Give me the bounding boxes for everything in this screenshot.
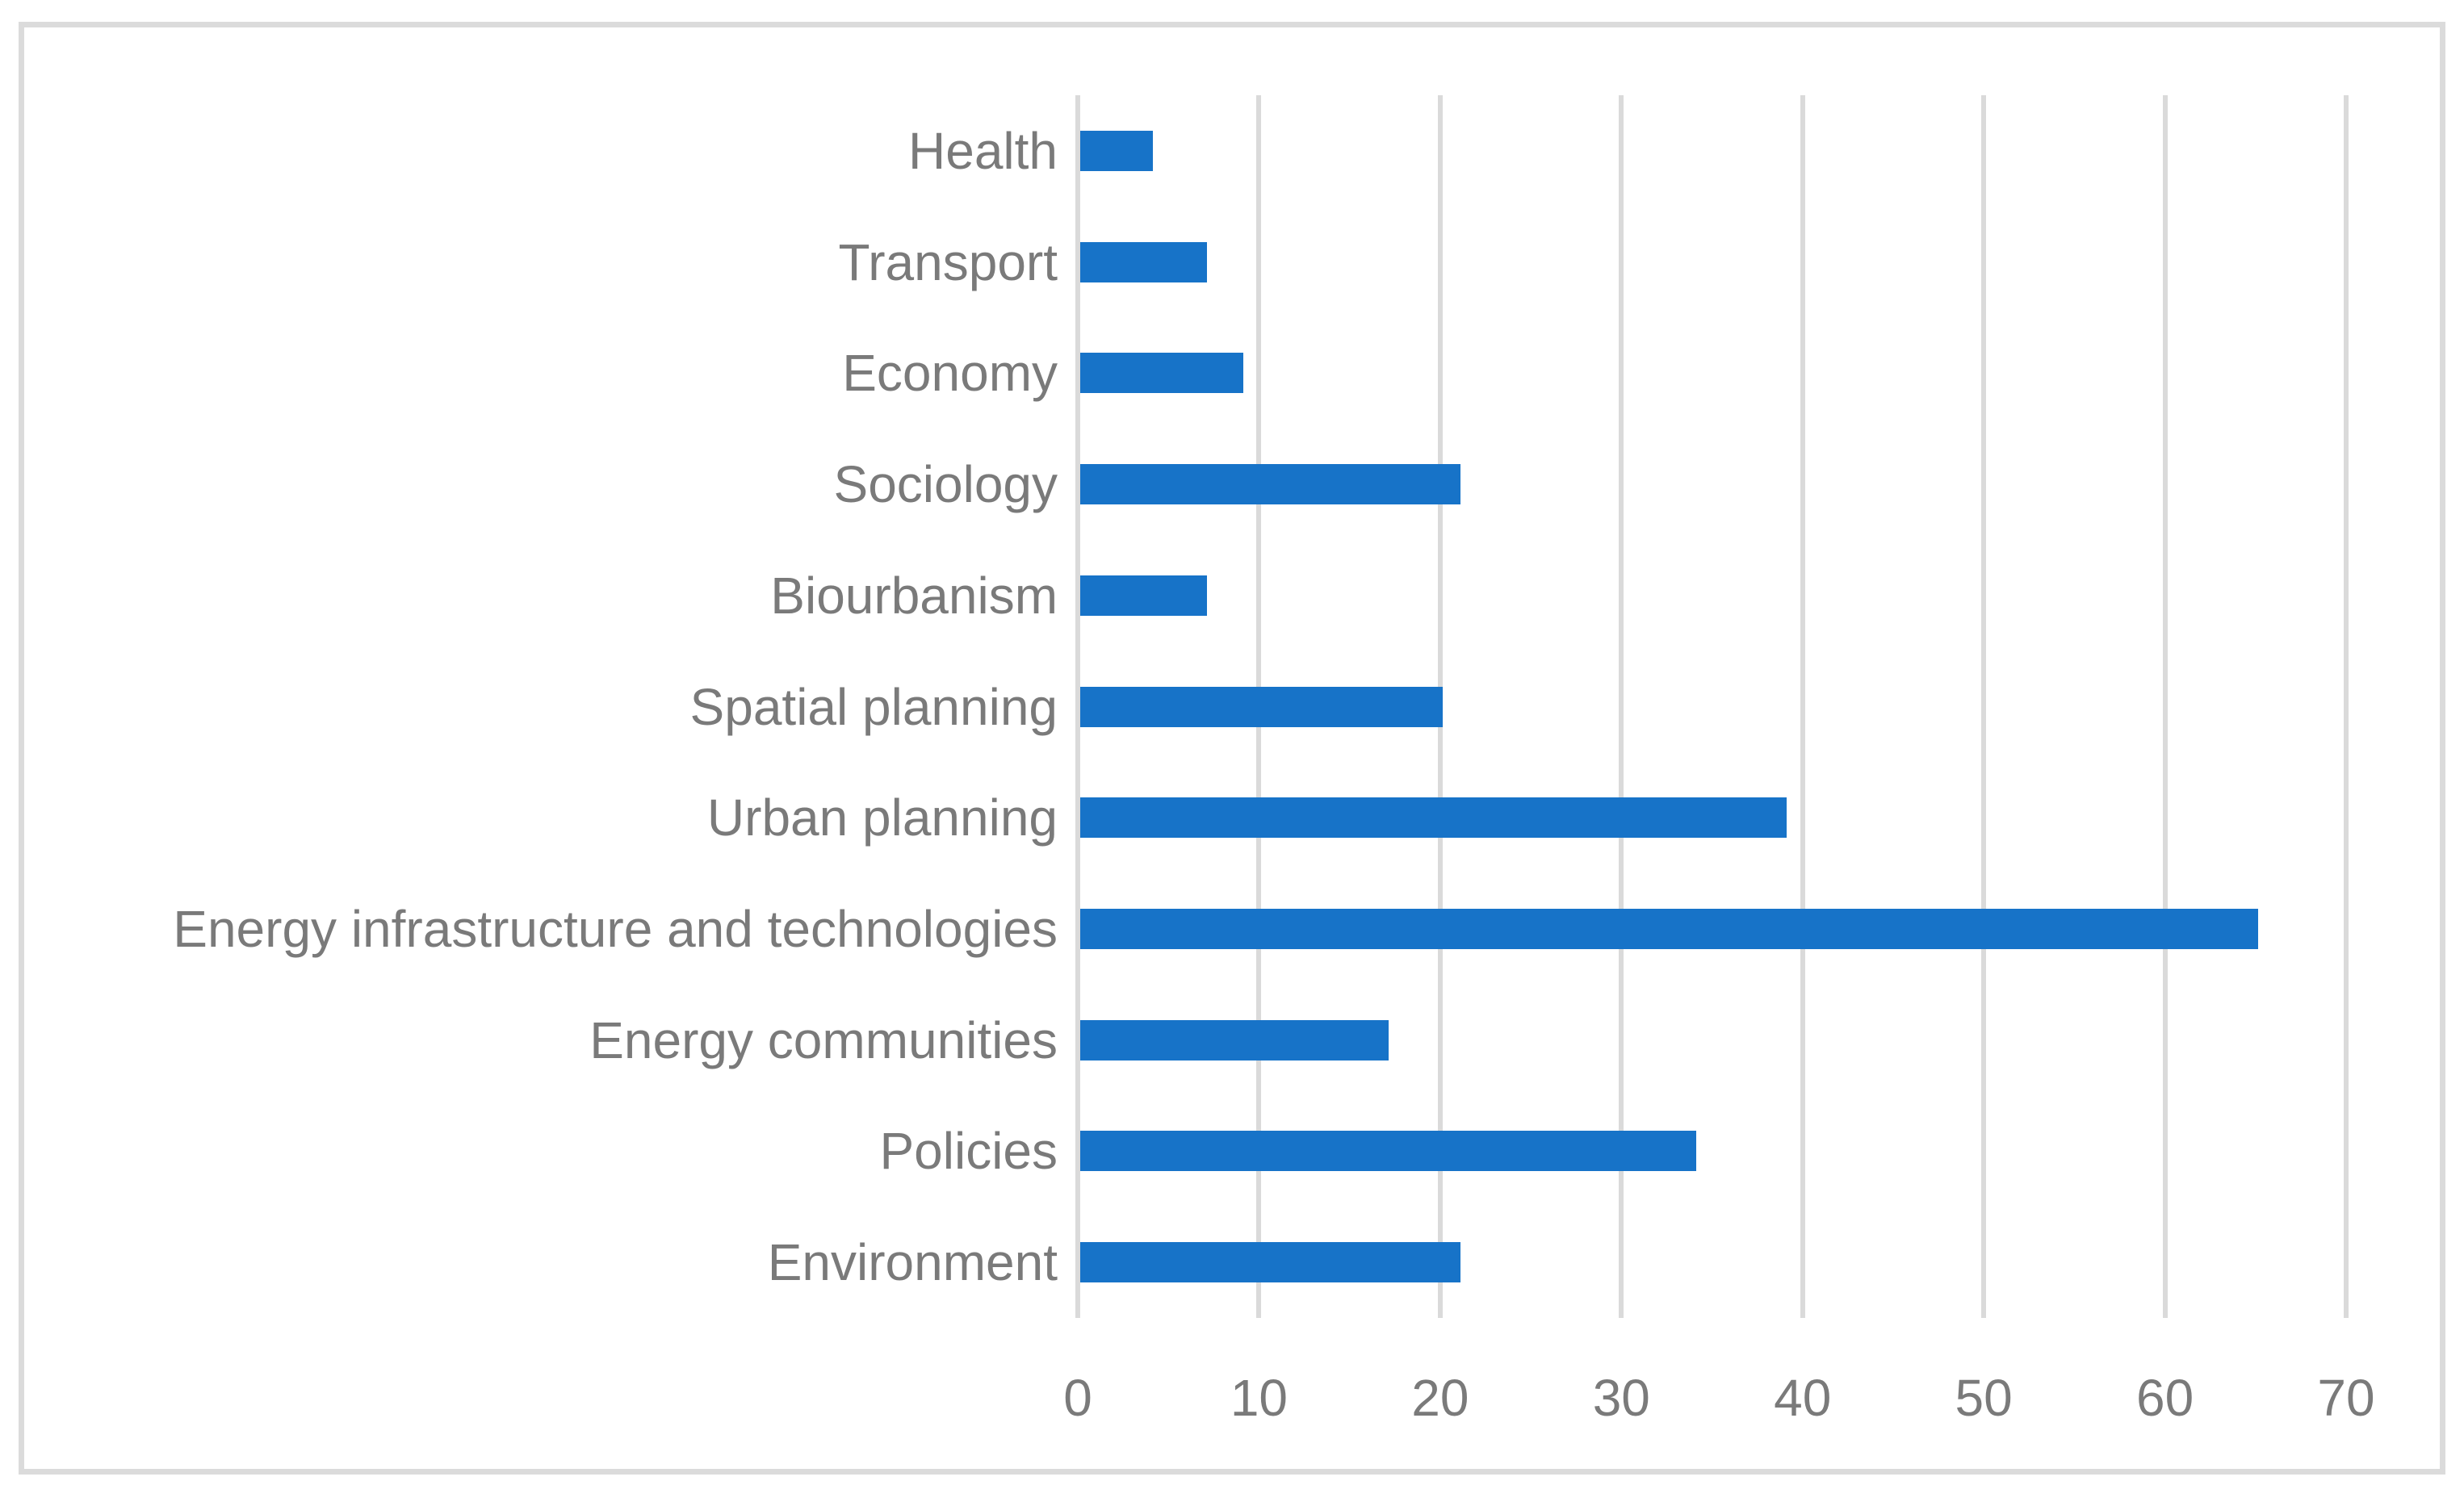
gridline-70 <box>2344 95 2349 1318</box>
bar-row <box>1078 429 2346 540</box>
x-tick-label: 10 <box>1230 1369 1289 1427</box>
bar-transport <box>1080 241 1208 282</box>
bar-environment <box>1080 1242 1461 1283</box>
category-row: Energy infrastructure and technologies <box>32 873 1058 985</box>
bar-row <box>1078 207 2346 318</box>
bar-row <box>1078 1096 2346 1207</box>
bar-row <box>1078 540 2346 651</box>
bar-energy-infrastructure-and-technologies <box>1080 909 2258 949</box>
category-row: Environment <box>32 1207 1058 1318</box>
gridline-60 <box>2162 95 2168 1318</box>
bar-row <box>1078 317 2346 429</box>
category-label: Spatial planning <box>689 677 1058 736</box>
bar-urban-planning <box>1080 797 1787 839</box>
x-tick-label: 0 <box>1063 1369 1092 1427</box>
bar-row <box>1078 873 2346 985</box>
category-label: Economy <box>842 344 1058 403</box>
category-label: Sociology <box>833 455 1058 514</box>
bars-container <box>1078 95 2346 1318</box>
category-label: Policies <box>879 1122 1058 1181</box>
category-row: Biourbanism <box>32 540 1058 651</box>
gridline-0 <box>1075 95 1080 1318</box>
category-label: Urban planning <box>706 789 1058 847</box>
category-row: Sociology <box>32 429 1058 540</box>
category-row: Spatial planning <box>32 651 1058 763</box>
bar-sociology <box>1080 464 1461 505</box>
bar-economy <box>1080 353 1243 394</box>
chart-frame <box>19 22 2445 1475</box>
category-label: Energy infrastructure and technologies <box>173 900 1058 958</box>
value-axis: 0 10 20 30 40 50 60 70 <box>1063 1369 2374 1445</box>
x-tick-label: 20 <box>1411 1369 1469 1427</box>
gridline-40 <box>1800 95 1805 1318</box>
bar-spatial-planning <box>1080 686 1443 727</box>
category-row: Health <box>32 95 1058 207</box>
x-tick-label: 70 <box>2317 1369 2375 1427</box>
category-row: Policies <box>32 1096 1058 1207</box>
category-label: Biourbanism <box>770 566 1058 625</box>
category-label: Environment <box>767 1233 1058 1292</box>
bar-energy-communities <box>1080 1019 1389 1060</box>
bar-policies <box>1080 1131 1697 1172</box>
bar-row <box>1078 1207 2346 1318</box>
x-tick-label: 40 <box>1774 1369 1832 1427</box>
x-tick-label: 60 <box>2135 1369 2194 1427</box>
category-row: Economy <box>32 317 1058 429</box>
category-label: Transport <box>838 232 1058 291</box>
x-tick-label: 30 <box>1592 1369 1650 1427</box>
category-label: Health <box>908 121 1058 180</box>
bar-row <box>1078 95 2346 207</box>
bar-row <box>1078 651 2346 763</box>
x-tick-label: 50 <box>1955 1369 2013 1427</box>
gridline-50 <box>1981 95 1987 1318</box>
category-axis: Health Transport Economy Sociology Biourbani… <box>32 95 1058 1318</box>
bar-row <box>1078 985 2346 1096</box>
category-label: Energy communities <box>589 1010 1058 1069</box>
bar-row <box>1078 762 2346 873</box>
gridline-30 <box>1619 95 1624 1318</box>
category-row: Transport <box>32 207 1058 318</box>
category-row: Energy communities <box>32 985 1058 1096</box>
category-row: Urban planning <box>32 762 1058 873</box>
bar-health <box>1080 130 1153 171</box>
bar-biourbanism <box>1080 575 1208 616</box>
